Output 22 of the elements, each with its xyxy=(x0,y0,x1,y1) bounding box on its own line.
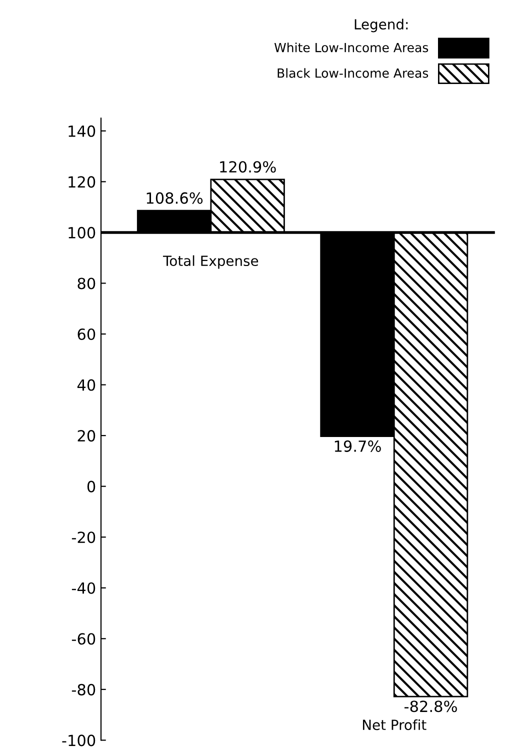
y-tick-label: 0 xyxy=(87,480,96,492)
y-tick-label: -100 xyxy=(62,734,96,746)
y-tick-label: 80 xyxy=(78,278,96,290)
legend-title: Legend: xyxy=(354,18,408,32)
data-label: -82.8% xyxy=(404,700,457,712)
x-tick-label: Net Profit xyxy=(362,719,426,730)
y-tick-label: 120 xyxy=(68,176,96,188)
legend-label: Black Low-Income Areas xyxy=(278,68,428,78)
y-tick-label: 60 xyxy=(78,328,96,340)
y-tick-label: -80 xyxy=(72,684,96,696)
y-tick-label: 20 xyxy=(78,430,96,442)
y-tick-label: -60 xyxy=(72,633,96,645)
legend-label: White Low-Income Areas xyxy=(274,42,428,52)
y-tick-label: 140 xyxy=(68,125,96,137)
y-tick-label: -20 xyxy=(72,532,96,544)
x-tick-label: Total Expense xyxy=(162,255,258,269)
data-label: 108.6% xyxy=(146,192,203,204)
data-label: 19.7% xyxy=(334,440,381,452)
y-tick-label: -40 xyxy=(72,582,96,594)
y-tick-label: 40 xyxy=(77,379,96,391)
data-label: 120.9% xyxy=(220,161,276,173)
y-tick-label: 100 xyxy=(68,226,96,238)
